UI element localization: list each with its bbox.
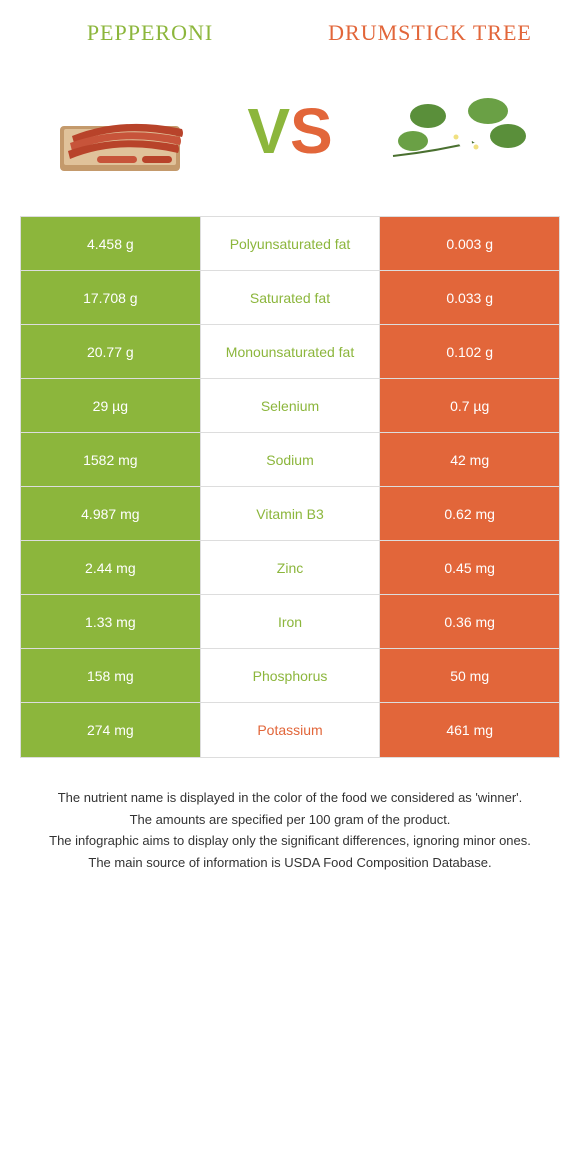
left-value: 20.77 g [21, 325, 201, 378]
right-value: 0.003 g [380, 217, 559, 270]
right-value: 0.102 g [380, 325, 559, 378]
nutrient-label: Polyunsaturated fat [201, 217, 381, 270]
nutrient-label: Saturated fat [201, 271, 381, 324]
nutrient-label: Zinc [201, 541, 381, 594]
table-row: 1582 mgSodium42 mg [21, 433, 559, 487]
footer-line: The infographic aims to display only the… [30, 831, 550, 851]
table-row: 17.708 gSaturated fat0.033 g [21, 271, 559, 325]
vs-v: V [247, 94, 290, 168]
right-value: 461 mg [380, 703, 559, 757]
nutrient-label: Sodium [201, 433, 381, 486]
table-row: 158 mgPhosphorus50 mg [21, 649, 559, 703]
nutrient-label: Monounsaturated fat [201, 325, 381, 378]
nutrient-label: Iron [201, 595, 381, 648]
table-row: 29 µgSelenium0.7 µg [21, 379, 559, 433]
footer-line: The amounts are specified per 100 gram o… [30, 810, 550, 830]
table-row: 20.77 gMonounsaturated fat0.102 g [21, 325, 559, 379]
right-value: 0.033 g [380, 271, 559, 324]
right-food-image [378, 76, 538, 186]
left-value: 4.458 g [21, 217, 201, 270]
vs-s: S [290, 94, 333, 168]
nutrient-label: Selenium [201, 379, 381, 432]
left-value: 1582 mg [21, 433, 201, 486]
table-row: 274 mgPotassium461 mg [21, 703, 559, 757]
left-food-title: Pepperoni [10, 20, 290, 46]
right-value: 42 mg [380, 433, 559, 486]
footer-notes: The nutrient name is displayed in the co… [30, 788, 550, 872]
left-value: 158 mg [21, 649, 201, 702]
nutrient-label: Potassium [201, 703, 381, 757]
table-row: 4.458 gPolyunsaturated fat0.003 g [21, 217, 559, 271]
left-value: 4.987 mg [21, 487, 201, 540]
table-row: 2.44 mgZinc0.45 mg [21, 541, 559, 595]
right-value: 0.62 mg [380, 487, 559, 540]
left-value: 274 mg [21, 703, 201, 757]
footer-line: The nutrient name is displayed in the co… [30, 788, 550, 808]
right-food-title: Drumstick tree [290, 20, 570, 46]
header: Pepperoni Drumstick tree [0, 0, 580, 76]
vs-row: VS [0, 76, 580, 216]
right-value: 0.36 mg [380, 595, 559, 648]
table-row: 4.987 mgVitamin B30.62 mg [21, 487, 559, 541]
nutrient-label: Vitamin B3 [201, 487, 381, 540]
footer-line: The main source of information is USDA F… [30, 853, 550, 873]
left-value: 1.33 mg [21, 595, 201, 648]
table-row: 1.33 mgIron0.36 mg [21, 595, 559, 649]
left-food-image [42, 76, 202, 186]
left-value: 2.44 mg [21, 541, 201, 594]
right-value: 0.7 µg [380, 379, 559, 432]
right-value: 50 mg [380, 649, 559, 702]
left-value: 29 µg [21, 379, 201, 432]
left-value: 17.708 g [21, 271, 201, 324]
right-value: 0.45 mg [380, 541, 559, 594]
vs-label: VS [247, 94, 332, 168]
nutrient-label: Phosphorus [201, 649, 381, 702]
comparison-table: 4.458 gPolyunsaturated fat0.003 g17.708 … [20, 216, 560, 758]
